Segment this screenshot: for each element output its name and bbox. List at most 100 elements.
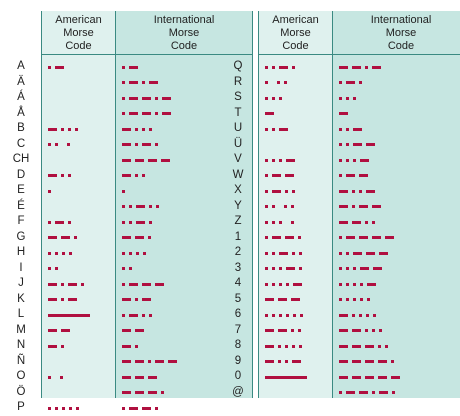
morse-dot — [285, 344, 288, 348]
morse-dash — [353, 251, 362, 255]
morse-dash — [161, 158, 170, 162]
international-column: International Morse Code — [116, 11, 253, 398]
character-label: 7 — [234, 323, 242, 336]
international-code — [122, 230, 248, 246]
international-code — [122, 168, 248, 184]
morse-dot — [339, 236, 342, 239]
character-label: E — [17, 184, 25, 196]
morse-dot — [339, 143, 342, 146]
morse-dot — [352, 205, 355, 208]
american-header: American Morse Code — [42, 11, 115, 55]
morse-dash — [122, 329, 131, 332]
morse-dash — [346, 391, 355, 394]
international-code — [339, 199, 460, 215]
header-line: Morse — [280, 27, 311, 39]
morse-dot — [346, 143, 349, 146]
morse-dash — [135, 360, 144, 363]
morse-dash — [142, 96, 151, 100]
morse-dot — [135, 298, 138, 301]
morse-dash — [339, 205, 348, 208]
character-label: H — [16, 246, 26, 258]
morse-dot — [298, 329, 301, 332]
morse-dash — [136, 205, 145, 208]
international-code — [122, 106, 248, 122]
morse-dot — [155, 112, 158, 115]
morse-dash — [265, 112, 274, 115]
morse-dot — [122, 81, 125, 84]
character-label: M — [16, 323, 26, 336]
morse-dot — [365, 65, 368, 69]
header-line: Morse — [385, 27, 417, 39]
character-label: R — [233, 75, 243, 88]
morse-dot — [74, 236, 77, 239]
american-code — [48, 400, 112, 416]
morse-dot — [359, 189, 362, 193]
american-code — [265, 59, 329, 75]
american-code — [265, 214, 329, 230]
morse-dot — [48, 143, 51, 146]
morse-dot — [265, 65, 268, 69]
international-code — [122, 369, 248, 385]
morse-dash — [122, 391, 131, 394]
morse-dot — [353, 267, 356, 270]
morse-dash — [372, 205, 381, 208]
american-code — [48, 230, 112, 246]
international-code — [122, 354, 248, 370]
character-label: Á — [17, 91, 25, 103]
american-code — [48, 90, 112, 106]
morse-dash — [142, 282, 151, 286]
header-line: International — [370, 14, 432, 26]
international-code — [122, 59, 248, 75]
morse-dash — [272, 236, 281, 239]
american-code — [48, 323, 112, 339]
morse-dot — [122, 65, 125, 69]
header-line: American — [55, 14, 102, 26]
american-code — [265, 230, 329, 246]
morse-dash — [367, 282, 376, 286]
american-code — [265, 292, 329, 308]
morse-dot — [346, 158, 349, 162]
morse-dash — [61, 329, 70, 332]
american-code — [48, 385, 112, 401]
morse-dot — [69, 251, 72, 255]
morse-dash — [48, 127, 57, 131]
morse-dot — [292, 344, 295, 348]
morse-dash — [142, 406, 151, 410]
morse-dash — [122, 158, 131, 162]
morse-dash — [135, 158, 144, 162]
international-code — [339, 230, 460, 246]
character-label: L — [17, 308, 25, 320]
morse-dash — [339, 313, 348, 317]
morse-dot — [265, 220, 268, 224]
morse-dot — [265, 267, 268, 270]
morse-dot — [48, 375, 51, 379]
character-label: @ — [232, 385, 244, 398]
morse-dash — [379, 251, 388, 255]
morse-dash — [48, 282, 57, 286]
morse-dash — [293, 282, 302, 286]
morse-dash — [373, 267, 382, 270]
character-label: Ä — [17, 75, 25, 88]
morse-dot — [62, 251, 65, 255]
character-label: Y — [234, 199, 242, 212]
morse-dash — [55, 65, 64, 69]
morse-dot — [148, 236, 151, 239]
morse-dash — [148, 158, 157, 162]
morse-dash — [122, 143, 131, 146]
morse-dash — [352, 375, 361, 379]
morse-dash — [155, 360, 164, 363]
morse-dot — [367, 298, 370, 301]
character-label: 8 — [234, 339, 242, 351]
morse-dot — [149, 220, 152, 224]
morse-dot — [122, 96, 125, 100]
morse-dash — [352, 329, 361, 332]
character-label: U — [233, 122, 243, 134]
international-code — [339, 137, 460, 153]
morse-dot — [61, 344, 64, 348]
morse-dot — [372, 391, 375, 394]
american-code — [265, 199, 329, 215]
morse-dash — [162, 96, 171, 100]
morse-table-right: American Morse Code International Morse … — [258, 11, 460, 398]
international-code — [122, 400, 248, 416]
morse-dash — [272, 189, 281, 193]
